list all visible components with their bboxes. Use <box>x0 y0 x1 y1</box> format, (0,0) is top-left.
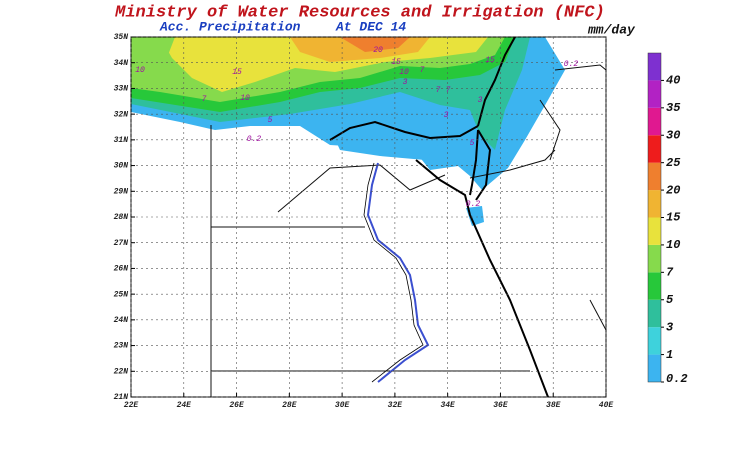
x-tick-label: 38E <box>546 401 561 410</box>
x-tick-label: 24E <box>177 401 192 410</box>
y-tick-label: 34N <box>114 59 129 68</box>
subtitle: Acc. Precipitation <box>159 19 301 34</box>
y-tick-label: 21N <box>114 393 129 402</box>
colorbar-segment <box>648 162 661 191</box>
y-tick-label: 22N <box>114 367 129 376</box>
y-tick-label: 26N <box>114 265 129 274</box>
contour-label: 7 <box>202 95 207 104</box>
contour-label: 20 <box>373 46 383 55</box>
contour-label: 7 <box>446 86 451 95</box>
x-tick-label: 30E <box>335 401 350 410</box>
contour-label: 3 <box>444 111 449 120</box>
colorbar-label: 30 <box>666 128 680 142</box>
y-tick-label: 29N <box>114 187 129 196</box>
colorbar-label: 20 <box>666 183 680 197</box>
colorbar-segment <box>648 299 661 328</box>
colorbar-segment <box>648 80 661 108</box>
y-tick-label: 23N <box>114 342 129 351</box>
y-tick-label: 28N <box>114 213 129 222</box>
coastlines-and-nile <box>329 36 549 398</box>
colorbar-label: 1 <box>666 348 673 362</box>
x-tick-label: 28E <box>282 401 297 410</box>
colorbar-label: 10 <box>666 238 680 252</box>
colorbar-label: 7 <box>666 266 674 280</box>
colorbar-segment <box>648 354 661 382</box>
x-tick-label: 32E <box>388 401 403 410</box>
title: Ministry of Water Resources and Irrigati… <box>114 3 605 22</box>
y-tick-label: 35N <box>114 33 129 42</box>
colorbar-segment <box>648 135 661 163</box>
x-tick-label: 26E <box>229 401 244 410</box>
contour-label: 15 <box>485 56 495 65</box>
contour-label: 7 <box>436 86 441 95</box>
contour-label: 3 <box>403 78 408 87</box>
y-tick-label: 30N <box>114 162 129 171</box>
contour-label: 5 <box>470 139 475 148</box>
colorbar-label: 0.2 <box>666 372 688 386</box>
colorbar-segment <box>648 272 661 300</box>
contour-label: 15 <box>232 68 242 77</box>
x-tick-label: 40E <box>599 401 614 410</box>
colorbar-frame <box>647 52 662 383</box>
contour-label: 0.2 <box>564 60 579 69</box>
colorbar-label: 3 <box>666 320 673 334</box>
colorbar-segment <box>648 190 661 218</box>
y-tick-label: 32N <box>114 110 129 119</box>
colorbar-segment <box>648 217 661 245</box>
y-tick-label: 27N <box>114 239 129 248</box>
y-tick-label: 24N <box>114 316 129 325</box>
y-tick-label: 33N <box>114 85 129 94</box>
colorbar-segment <box>648 53 661 81</box>
x-tick-label: 22E <box>124 401 139 410</box>
contour-label: 15 <box>391 58 401 67</box>
colorbar-label: 15 <box>666 211 681 225</box>
contour-label: 0.2 <box>247 135 262 144</box>
colorbar-label: 25 <box>666 156 681 170</box>
contour-label: 0.2 <box>466 200 481 209</box>
contour-label: 10 <box>135 66 145 75</box>
colorbar-label: 40 <box>666 74 680 88</box>
colorbar-segment <box>648 327 661 355</box>
colorbar-label: 35 <box>666 101 681 115</box>
precipitation-field <box>131 37 565 226</box>
contour-label: 10 <box>240 94 250 103</box>
units: mm/day <box>587 22 636 37</box>
contour-label: 5 <box>268 116 273 125</box>
contour-label: 10 <box>399 68 409 77</box>
contour-label: 7 <box>420 66 425 75</box>
contour-label: 3 <box>478 96 483 105</box>
x-tick-label: 36E <box>493 401 508 410</box>
date-label: At DEC 14 <box>335 19 406 34</box>
colorbar-label: 5 <box>666 293 674 307</box>
x-tick-label: 34E <box>440 401 455 410</box>
y-tick-label: 31N <box>114 136 129 145</box>
colorbar-segment <box>648 107 661 136</box>
colorbar-segment <box>648 244 661 273</box>
y-tick-label: 25N <box>114 290 129 299</box>
